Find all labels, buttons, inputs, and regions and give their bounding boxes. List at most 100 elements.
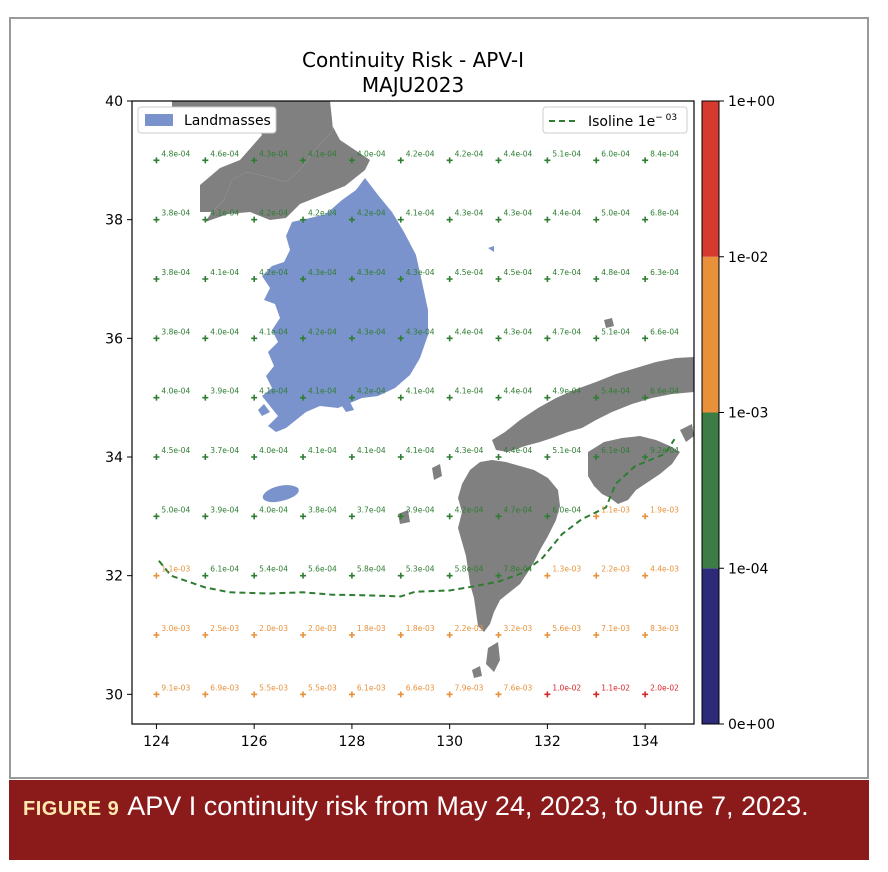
x-tick-label: 130 bbox=[436, 734, 463, 750]
risk-point-label: 6.1e-04 bbox=[601, 446, 630, 455]
risk-point-marker bbox=[642, 157, 649, 164]
landmass-layer bbox=[172, 101, 694, 678]
risk-point-label: 4.1e-04 bbox=[308, 149, 337, 158]
risk-point-label: 8.4e-04 bbox=[650, 149, 679, 158]
island bbox=[486, 642, 500, 672]
landmass-legend-swatch bbox=[145, 114, 173, 126]
risk-point: 4.3e-04 bbox=[348, 268, 386, 282]
risk-point-label: 4.9e-04 bbox=[552, 387, 581, 396]
y-tick-label: 32 bbox=[105, 569, 123, 585]
risk-point-marker bbox=[300, 572, 307, 579]
risk-point-marker bbox=[300, 335, 307, 342]
colorbar-tick-label: 1e-02 bbox=[728, 250, 768, 266]
risk-point-marker bbox=[397, 157, 404, 164]
risk-point-label: 6.6e-04 bbox=[650, 387, 679, 396]
risk-point: 6.1e-03 bbox=[348, 683, 386, 698]
risk-point: 4.3e-04 bbox=[446, 446, 484, 460]
risk-point-marker bbox=[593, 157, 600, 164]
risk-point-label: 3.9e-04 bbox=[210, 387, 239, 396]
risk-point: 4.1e-04 bbox=[300, 149, 337, 164]
risk-point-label: 4.2e-04 bbox=[406, 149, 435, 158]
risk-point-marker bbox=[397, 572, 404, 579]
risk-point-label: 4.1e-04 bbox=[406, 387, 435, 396]
risk-point: 3.8e-04 bbox=[300, 505, 337, 520]
risk-point-label: 2.0e-03 bbox=[308, 624, 337, 633]
risk-point-marker bbox=[251, 454, 258, 460]
risk-point-marker bbox=[642, 216, 649, 223]
risk-point-label: 4.8e-04 bbox=[161, 149, 190, 158]
risk-point-marker bbox=[593, 572, 600, 579]
risk-point-marker bbox=[446, 157, 453, 164]
risk-point: 1.9e-03 bbox=[642, 505, 679, 520]
risk-point-label: 3.8e-04 bbox=[161, 209, 190, 218]
risk-point: 5.4e-04 bbox=[593, 387, 630, 401]
risk-point-marker bbox=[300, 513, 307, 520]
risk-point-label: 3.9e-04 bbox=[406, 505, 435, 514]
risk-point: 2.2e-03 bbox=[593, 565, 630, 579]
risk-point-label: 4.2e-04 bbox=[259, 209, 288, 218]
risk-point-marker bbox=[446, 454, 453, 460]
risk-point-marker bbox=[593, 691, 600, 698]
risk-point: 4.3e-04 bbox=[495, 209, 533, 223]
risk-point-label: 4.3e-04 bbox=[259, 149, 288, 158]
risk-point: 6.8e-04 bbox=[642, 209, 679, 223]
risk-point: 4.3e-04 bbox=[446, 209, 484, 223]
risk-point: 3.9e-04 bbox=[202, 505, 239, 520]
risk-point-marker bbox=[202, 157, 209, 164]
risk-point: 6.1e-04 bbox=[202, 565, 239, 579]
risk-point: 5.8e-04 bbox=[348, 565, 386, 579]
risk-point: 6.3e-04 bbox=[642, 268, 679, 282]
landmass-honshu bbox=[492, 357, 694, 452]
risk-point-label: 4.3e-04 bbox=[406, 268, 435, 277]
risk-point-label: 1.8e-03 bbox=[406, 624, 435, 633]
risk-point-label: 4.3e-04 bbox=[406, 327, 435, 336]
risk-point-label: 5.1e-04 bbox=[552, 446, 581, 455]
risk-point-marker bbox=[495, 394, 502, 401]
risk-point-label: 4.2e-04 bbox=[357, 209, 386, 218]
caption-text: APV I continuity risk from May 24, 2023,… bbox=[127, 791, 809, 821]
risk-point-label: 4.2e-04 bbox=[308, 209, 337, 218]
plot-area bbox=[131, 100, 695, 725]
risk-point-marker bbox=[397, 632, 404, 638]
risk-point-marker bbox=[544, 157, 551, 164]
risk-point: 7.6e-03 bbox=[495, 683, 533, 698]
risk-point-label: 5.5e-03 bbox=[259, 683, 288, 692]
risk-point-label: 5.1e-04 bbox=[601, 327, 630, 336]
risk-point-label: 1.1e-02 bbox=[601, 683, 630, 692]
risk-point: 7.8e-04 bbox=[495, 565, 533, 579]
isoline-1e-03 bbox=[158, 438, 676, 598]
x-tick-label: 128 bbox=[339, 734, 366, 750]
risk-point-marker bbox=[251, 276, 258, 282]
island bbox=[342, 402, 354, 412]
island bbox=[604, 318, 614, 328]
risk-point: 3.8e-04 bbox=[153, 327, 190, 342]
risk-point-label: 1.1e-03 bbox=[601, 505, 630, 514]
risk-point-marker bbox=[300, 691, 307, 698]
landmass-legend-label: Landmasses bbox=[184, 113, 271, 129]
risk-point: 5.3e-04 bbox=[397, 565, 435, 579]
risk-point-marker bbox=[642, 632, 649, 638]
risk-point: 2.5e-03 bbox=[202, 624, 239, 638]
risk-point: 8.3e-03 bbox=[642, 624, 679, 638]
risk-point-label: 1.8e-03 bbox=[357, 624, 386, 633]
risk-point-label: 4.1e-04 bbox=[210, 268, 239, 277]
risk-point: 4.3e-04 bbox=[495, 327, 533, 342]
risk-point: 4.1e-04 bbox=[251, 387, 288, 401]
risk-point-label: 4.4e-04 bbox=[455, 327, 484, 336]
landmass-north bbox=[172, 101, 370, 222]
risk-point-marker bbox=[397, 216, 404, 223]
risk-point-marker bbox=[544, 632, 551, 638]
risk-point-label: 4.0e-04 bbox=[357, 149, 386, 158]
x-tick-label: 124 bbox=[143, 734, 170, 750]
risk-point: 4.0e-04 bbox=[153, 387, 190, 401]
colorbar: 1e+00 1e-02 1e-03 1e-04 0e+00 bbox=[701, 94, 775, 733]
risk-point: 6.6e-04 bbox=[642, 327, 679, 342]
risk-point-label: 4.1e-04 bbox=[259, 387, 288, 396]
risk-point: 4.7e-04 bbox=[544, 268, 581, 282]
risk-point-label: 1.9e-03 bbox=[650, 505, 679, 514]
colorbar-segment bbox=[702, 412, 719, 569]
risk-point: 4.0e-04 bbox=[202, 327, 239, 342]
risk-point: 9.2e-04 bbox=[642, 446, 679, 460]
risk-point-label: 4.7e-04 bbox=[552, 327, 581, 336]
